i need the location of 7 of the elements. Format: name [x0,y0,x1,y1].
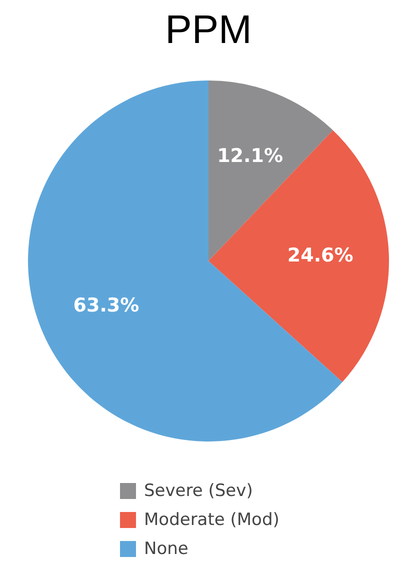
legend-label: None [144,538,188,558]
data-label: 24.6% [287,244,354,267]
legend-label: Moderate (Mod) [144,510,280,530]
legend-label: Severe (Sev) [144,480,253,500]
chart-title: PPM [165,8,252,52]
data-label: 63.3% [73,294,140,316]
data-label: 12.1% [217,145,283,168]
